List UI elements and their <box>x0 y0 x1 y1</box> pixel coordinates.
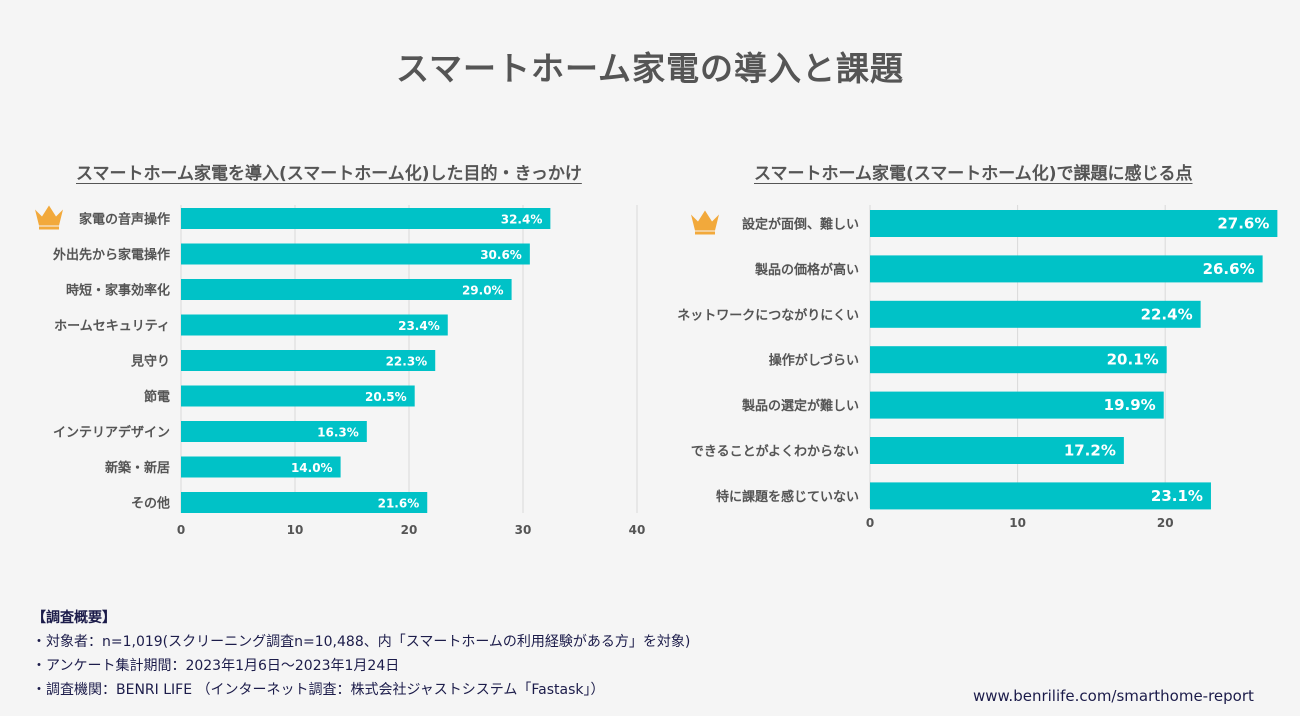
category-label: 外出先から家電操作 <box>52 247 170 263</box>
x-tick-label: 30 <box>515 523 532 537</box>
bar <box>181 350 436 371</box>
bar <box>870 255 1263 283</box>
survey-heading: 【調査概要】 <box>32 610 116 626</box>
survey-line: ・調査機関：BENRI LIFE （インターネット調査：株式会社ジャストシステム… <box>32 682 605 698</box>
bar-value-label: 32.4% <box>501 213 543 227</box>
bar <box>181 385 415 407</box>
page-title: スマートホーム家電の導入と課題 <box>395 49 905 88</box>
x-tick-label: 20 <box>401 523 418 537</box>
bar <box>870 300 1201 328</box>
category-label: 製品の価格が高い <box>754 262 859 278</box>
category-label: 設定が面倒、難しい <box>742 217 859 233</box>
category-label: 見守り <box>130 354 170 370</box>
x-tick-label: 20 <box>1157 516 1174 530</box>
survey-line: ・対象者：n=1,019(スクリーニング調査n=10,488、内「スマートホーム… <box>32 634 691 650</box>
bar <box>181 421 367 442</box>
bar-value-label: 19.9% <box>1104 396 1156 414</box>
category-label: 特に課題を感じていない <box>716 489 859 505</box>
bar-value-label: 14.0% <box>291 461 333 475</box>
x-tick-label: 0 <box>866 516 874 530</box>
category-label: 時短・家事効率化 <box>66 283 170 299</box>
bar <box>181 279 512 300</box>
category-label: インテリアデザイン <box>53 425 170 441</box>
bar-value-label: 20.5% <box>365 390 407 404</box>
bar <box>870 437 1124 464</box>
crown-icon <box>35 205 63 230</box>
bar-value-label: 21.6% <box>378 497 420 511</box>
category-label: その他 <box>131 496 170 512</box>
left-chart-title: スマートホーム家電を導入(スマートホーム化)した目的・きっかけ <box>76 164 582 184</box>
bar-value-label: 16.3% <box>317 426 359 440</box>
bar-value-label: 20.1% <box>1107 351 1159 369</box>
survey-notes: 【調査概要】 ・対象者：n=1,019(スクリーニング調査n=10,488、内「… <box>32 606 690 702</box>
bar <box>870 210 1278 237</box>
bar <box>181 456 341 478</box>
survey-line: ・アンケート集計期間：2023年1月6日〜2023年1月24日 <box>32 658 400 674</box>
x-tick-label: 10 <box>1009 516 1026 530</box>
right-chart-title: スマートホーム家電(スマートホーム化)で課題に感じる点 <box>754 164 1193 184</box>
category-label: 操作がしづらい <box>769 353 859 369</box>
category-label: 家電の音声操作 <box>79 212 170 228</box>
x-tick-label: 0 <box>177 523 185 537</box>
category-label: 新築・新居 <box>105 460 170 476</box>
category-label: 節電 <box>144 389 170 405</box>
bar-value-label: 17.2% <box>1064 442 1116 460</box>
bar-value-label: 22.4% <box>1141 305 1193 323</box>
x-tick-label: 40 <box>629 523 646 537</box>
bar <box>181 243 530 265</box>
bar-value-label: 26.6% <box>1203 260 1255 278</box>
x-tick-label: 10 <box>287 523 304 537</box>
footer-url[interactable]: www.benrilife.com/smarthome-report <box>973 687 1254 705</box>
crown-icon <box>691 210 719 235</box>
bar-value-label: 22.3% <box>386 355 428 369</box>
category-label: できることがよくわからない <box>691 444 859 460</box>
bar-value-label: 27.6% <box>1217 215 1269 233</box>
bar-value-label: 23.1% <box>1151 487 1203 505</box>
bar <box>181 492 428 513</box>
bar <box>870 482 1211 510</box>
category-label: 製品の選定が難しい <box>741 398 859 414</box>
bar <box>181 208 551 229</box>
category-label: ホームセキュリティ <box>54 319 170 334</box>
bar <box>870 391 1164 419</box>
category-label: ネットワークにつながりにくい <box>677 307 859 323</box>
bar-value-label: 29.0% <box>462 284 504 298</box>
bar <box>870 346 1167 374</box>
bar <box>181 314 448 336</box>
bar-value-label: 30.6% <box>480 248 522 262</box>
bar-value-label: 23.4% <box>398 319 440 333</box>
